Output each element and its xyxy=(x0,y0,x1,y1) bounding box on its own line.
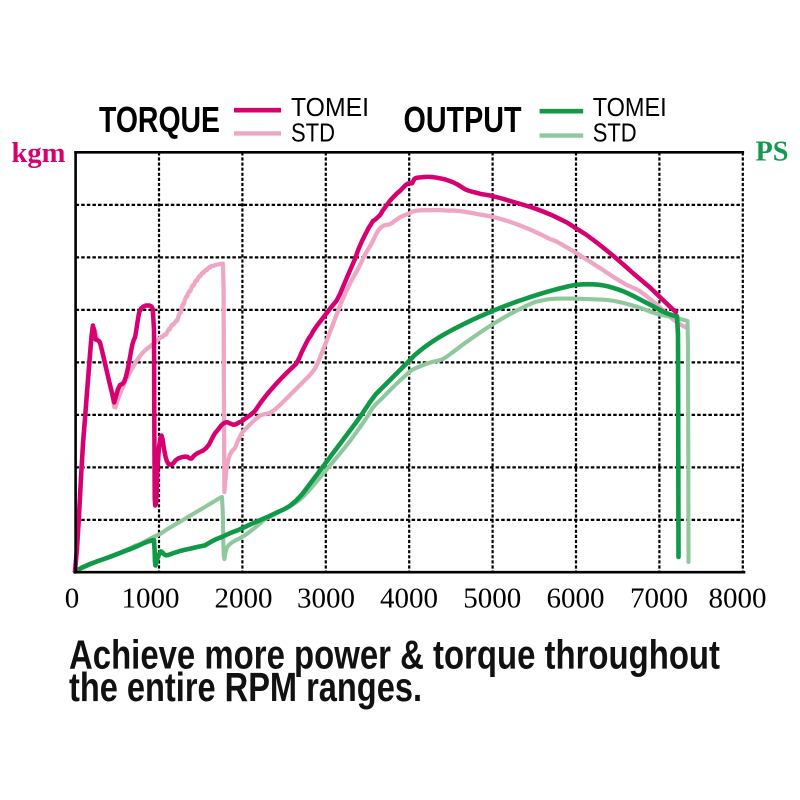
svg-text:TOMEI: TOMEI xyxy=(291,92,369,122)
svg-text:kgm: kgm xyxy=(12,138,66,169)
svg-text:PS: PS xyxy=(756,137,789,168)
svg-text:1000: 1000 xyxy=(122,583,180,615)
svg-text:5000: 5000 xyxy=(463,583,521,615)
svg-text:the entire RPM ranges.: the entire RPM ranges. xyxy=(69,664,422,710)
svg-text:TOMEI: TOMEI xyxy=(593,92,667,122)
svg-text:STD: STD xyxy=(593,118,637,148)
svg-text:7000: 7000 xyxy=(630,583,688,615)
svg-text:OUTPUT: OUTPUT xyxy=(404,99,522,140)
svg-text:Achieve more power & torque th: Achieve more power & torque throughout xyxy=(69,632,720,678)
svg-text:3000: 3000 xyxy=(297,583,355,615)
svg-text:6000: 6000 xyxy=(547,583,605,615)
svg-text:TORQUE: TORQUE xyxy=(99,99,220,140)
svg-text:8000: 8000 xyxy=(709,583,767,615)
svg-text:0: 0 xyxy=(65,583,80,615)
svg-text:2000: 2000 xyxy=(215,583,273,615)
svg-text:STD: STD xyxy=(291,118,335,148)
svg-text:4000: 4000 xyxy=(380,583,438,615)
